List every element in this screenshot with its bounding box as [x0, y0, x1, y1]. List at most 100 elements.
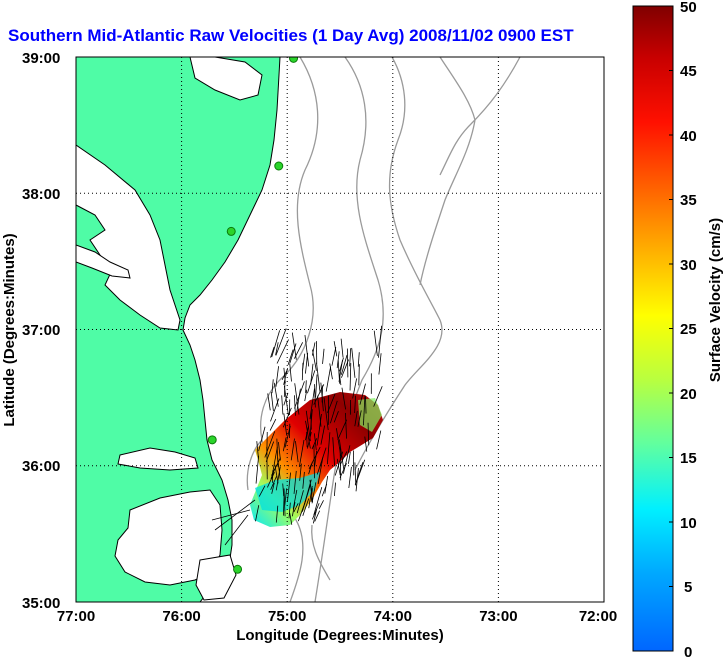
velocity-arrow [339, 451, 348, 466]
velocity-arrow [367, 422, 370, 446]
colorbar-tick-label: 5 [684, 579, 692, 596]
velocity-arrow [316, 447, 327, 475]
velocity-arrow [255, 505, 260, 522]
velocity-arrow [316, 413, 322, 446]
velocity-arrow [275, 505, 279, 523]
velocity-arrow [318, 500, 324, 510]
colorbar-tick-label: 30 [680, 257, 697, 274]
colorbar-tick-label: 50 [680, 0, 697, 16]
velocity-arrow [299, 463, 302, 481]
velocity-arrow [289, 512, 293, 525]
velocity-arrow [332, 437, 336, 467]
velocity-arrow [354, 395, 356, 414]
bathymetry-contours [246, 57, 521, 602]
colorbar [632, 5, 674, 652]
velocity-arrow [309, 388, 315, 420]
velocity-vectors [211, 325, 383, 546]
velocity-arrow [348, 466, 352, 489]
velocity-arrow [291, 332, 297, 360]
velocity-arrow [326, 432, 331, 465]
velocity-arrow [281, 395, 284, 415]
velocity-arrow [373, 386, 383, 407]
velocity-arrow [314, 510, 321, 522]
velocity-arrow [255, 455, 260, 484]
velocity-arrow [341, 359, 349, 378]
velocity-arrow [270, 476, 277, 491]
x-tick-label: 73:00 [479, 608, 517, 625]
velocity-arrow [331, 347, 337, 366]
velocity-arrow [357, 410, 362, 427]
velocity-arrow [305, 380, 307, 393]
x-axis-label: Longitude (Degrees:Minutes) [236, 627, 444, 644]
chart-title: Southern Mid-Atlantic Raw Velocities (1 … [8, 26, 574, 45]
velocity-arrow [258, 426, 266, 451]
velocity-arrow [340, 354, 348, 375]
velocity-arrow [214, 499, 256, 531]
velocity-arrow [348, 451, 351, 464]
velocity-arrow [336, 458, 341, 476]
velocity-arrow [340, 338, 344, 358]
velocity-arrow [274, 464, 279, 484]
velocity-arrow [342, 445, 351, 474]
velocity-arrow [256, 441, 259, 459]
velocity-arrow [333, 341, 338, 357]
velocity-arrow [316, 362, 321, 394]
velocity-arrow [333, 482, 336, 497]
grid-lines [76, 57, 604, 602]
velocity-arrow [365, 396, 367, 414]
velocity-arrow [349, 363, 352, 391]
y-tick-label: 35:00 [22, 595, 60, 612]
x-tick-label: 75:00 [268, 608, 306, 625]
velocity-arrow [283, 413, 288, 436]
velocity-arrow [357, 352, 360, 367]
velocity-arrow [327, 393, 336, 413]
velocity-arrow [224, 514, 249, 546]
velocity-arrow [315, 374, 318, 398]
velocity-arrow [308, 485, 313, 509]
velocity-arrow [283, 385, 289, 417]
velocity-arrow [264, 431, 276, 458]
velocity-arrow [359, 383, 366, 405]
station-marker [207, 435, 217, 445]
x-tick-label: 74:00 [374, 608, 412, 625]
velocity-arrow [339, 357, 344, 372]
velocity-arrow [313, 487, 323, 516]
velocity-arrow [354, 462, 364, 485]
velocity-arrow [296, 388, 301, 413]
y-tick-label: 37:00 [22, 322, 60, 339]
velocity-arrow [288, 502, 291, 519]
colorbar-tick-label: 10 [680, 515, 697, 532]
velocity-arrow [293, 503, 299, 513]
velocity-arrow [278, 442, 281, 461]
velocity-arrow [308, 446, 321, 470]
velocity-arrow [351, 347, 356, 378]
station-marker [226, 226, 236, 236]
ocean-inlet [195, 554, 237, 601]
velocity-arrow [275, 366, 279, 387]
colorbar-ticks [669, 5, 673, 652]
velocity-arrow [349, 348, 352, 367]
velocity-arrow [310, 363, 314, 385]
y-axis-label: Latitude (Degrees:Minutes) [1, 233, 18, 426]
y-tick-label: 36:00 [22, 458, 60, 475]
velocity-arrow [339, 463, 347, 478]
velocity-arrow [294, 381, 305, 409]
velocity-arrow [304, 389, 308, 402]
velocity-arrow [302, 471, 305, 489]
station-marker [274, 161, 284, 171]
velocity-arrow [296, 490, 304, 514]
velocity-arrow [294, 395, 296, 416]
velocity-arrow [275, 466, 281, 491]
velocity-arrow [378, 325, 382, 358]
velocity-arrow [293, 470, 297, 494]
velocity-arrow [271, 482, 275, 494]
colorbar-tick-label: 40 [680, 128, 697, 145]
albemarle-sound [117, 447, 199, 471]
colorbar-label: Surface Velocity (cm/s) [707, 218, 724, 382]
velocity-arrow [276, 339, 289, 364]
velocity-arrow [329, 400, 338, 424]
velocity-arrow [308, 462, 313, 475]
potomac-river [76, 244, 131, 279]
velocity-arrow [275, 342, 279, 356]
